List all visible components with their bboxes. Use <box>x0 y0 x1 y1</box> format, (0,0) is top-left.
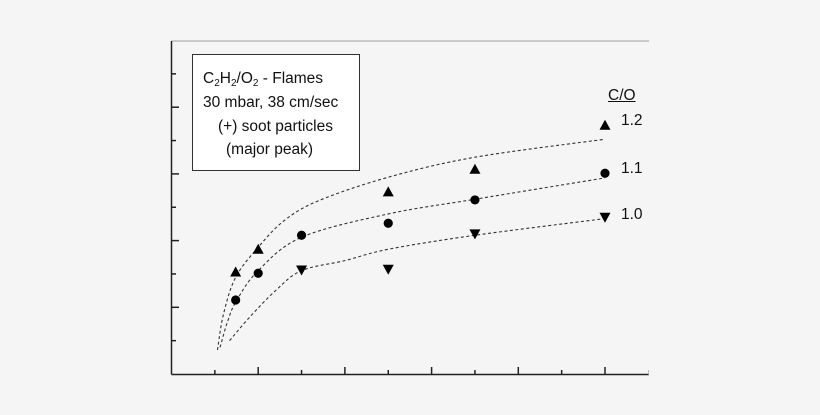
marker-triangle-up-1-2 <box>469 163 481 174</box>
marker-triangle-up-1-2 <box>382 186 394 197</box>
marker-circle-1-1 <box>470 195 480 205</box>
marker-triangle-up-1-2 <box>599 119 611 130</box>
marker-triangle-up-1-2 <box>230 266 242 277</box>
legend-title: C/O <box>608 87 636 104</box>
marker-triangle-down-1-0 <box>296 265 308 276</box>
annotation-line-4: (major peak) <box>226 141 313 158</box>
fit-curve-1-1 <box>219 177 606 348</box>
marker-triangle-down-1-0 <box>382 264 394 275</box>
annotation-line-3: (+) soot particles <box>218 118 334 135</box>
marker-triangle-down-1-0 <box>469 229 481 240</box>
annotation-line-1: C2H2/O2 - Flames <box>203 70 324 89</box>
marker-triangle-down-1-0 <box>599 212 611 223</box>
marker-circle-1-1 <box>600 168 610 178</box>
fit-curve-1-2 <box>216 138 606 351</box>
series-label-1-2: 1.2 <box>621 112 643 129</box>
marker-circle-1-1 <box>253 268 263 278</box>
data-markers <box>230 119 611 305</box>
series-label-1-0: 1.0 <box>621 206 643 223</box>
annotation-box: C2H2/O2 - Flames 30 mbar, 38 cm/sec (+) … <box>192 54 360 171</box>
marker-circle-1-1 <box>296 230 307 240</box>
plot-axes <box>170 40 649 376</box>
fit-curve-1-0 <box>229 218 606 342</box>
annotation-line-2: 30 mbar, 38 cm/sec <box>203 94 339 111</box>
series-label-1-1: 1.1 <box>621 160 643 177</box>
marker-triangle-up-1-2 <box>252 243 264 254</box>
marker-circle-1-1 <box>383 218 393 228</box>
marker-circle-1-1 <box>231 295 241 305</box>
